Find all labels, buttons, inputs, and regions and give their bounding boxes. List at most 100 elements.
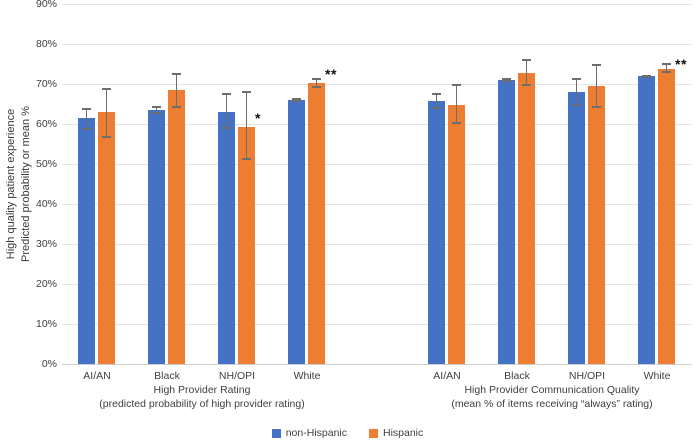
- error-bar-line: [595, 63, 597, 108]
- legend-label: non-Hispanic: [285, 427, 347, 439]
- y-tick-label: 90%: [35, 0, 57, 10]
- category-cell: AI/AN: [412, 4, 482, 382]
- legend-label: Hispanic: [383, 427, 424, 439]
- category-cell: White: [622, 4, 692, 382]
- bar-non-hispanic: [78, 118, 95, 364]
- bar-hispanic: [308, 82, 325, 364]
- bar-hispanic: [518, 72, 535, 364]
- bar-non-hispanic: [568, 92, 585, 364]
- gridline: [62, 84, 692, 85]
- error-bar: [312, 78, 321, 88]
- category-group: AI/AN Black NH/OPI White High Provider Commu…: [412, 4, 692, 410]
- bar-hispanic: [168, 90, 185, 364]
- bar-non-hispanic: [148, 109, 165, 364]
- error-bar: [172, 72, 181, 109]
- error-bar-line: [575, 78, 577, 107]
- plot-area: AI/AN Black NH/OPI White High Provider Ratin…: [62, 4, 692, 410]
- error-bar-line: [505, 77, 507, 82]
- gridline: [62, 4, 692, 5]
- significance-marker: **: [675, 56, 687, 72]
- error-bar: [502, 77, 511, 83]
- y-axis: 0% 10% 20% 30% 40% 50% 60% 70% 80% 90%: [0, 0, 57, 370]
- group-label: High Provider Rating: [153, 384, 251, 396]
- error-bar-line: [665, 62, 667, 73]
- category-label: Black: [154, 370, 180, 382]
- error-bar: [82, 108, 91, 130]
- gridline: [62, 324, 692, 325]
- group-label: High Provider Communication Quality: [464, 384, 640, 396]
- legend: non-Hispanic Hispanic: [0, 427, 695, 439]
- bar-hispanic: [98, 112, 115, 364]
- error-bar: [572, 78, 581, 107]
- gridline: [62, 164, 692, 165]
- category-cell: Black: [482, 4, 552, 382]
- bar-hispanic: [448, 104, 465, 364]
- gridline: [62, 44, 692, 45]
- error-bar-line: [525, 58, 527, 87]
- gridline: [62, 284, 692, 285]
- error-bar-line: [455, 84, 457, 124]
- category-cell: Black: [132, 4, 202, 382]
- error-bar-line: [85, 108, 87, 130]
- y-tick-label: 20%: [35, 278, 57, 290]
- category-label: Black: [504, 370, 530, 382]
- error-bar-line: [225, 92, 227, 129]
- y-tick-label: 0%: [41, 358, 57, 370]
- category-group: AI/AN Black NH/OPI White High Provider Ratin…: [62, 4, 342, 410]
- error-bar: [102, 88, 111, 138]
- y-tick-label: 10%: [35, 318, 57, 330]
- y-tick-label: 50%: [35, 158, 57, 170]
- category-label: AI/AN: [433, 370, 461, 382]
- significance-marker: *: [255, 110, 261, 126]
- category-cell: NH/OPI: [552, 4, 622, 382]
- category-cell: NH/OPI: [202, 4, 272, 382]
- bar-non-hispanic: [428, 100, 445, 364]
- legend-swatch-icon: [369, 428, 378, 438]
- gridline: [62, 204, 692, 205]
- error-bar: [522, 58, 531, 87]
- bar-non-hispanic: [638, 76, 655, 364]
- error-bar-line: [175, 72, 177, 108]
- error-bar-line: [105, 88, 107, 138]
- gridline: [62, 244, 692, 245]
- gridline: [62, 124, 692, 125]
- category-label: White: [293, 370, 321, 382]
- bar-non-hispanic: [288, 100, 305, 364]
- error-bar-line: [155, 106, 157, 114]
- error-bar-line: [295, 98, 297, 102]
- bar-hispanic: [238, 126, 255, 364]
- category-cell: White: [272, 4, 342, 382]
- category-label: NH/OPI: [218, 370, 256, 382]
- y-tick-label: 40%: [35, 198, 57, 210]
- y-tick-label: 30%: [35, 238, 57, 250]
- legend-item-hispanic: Hispanic: [369, 427, 423, 439]
- bar-hispanic: [588, 86, 605, 364]
- category-label: NH/OPI: [568, 370, 606, 382]
- error-bar: [642, 74, 651, 79]
- y-tick-label: 80%: [35, 38, 57, 50]
- error-bar: [432, 92, 441, 109]
- error-bar: [222, 92, 231, 129]
- y-tick-label: 60%: [35, 118, 57, 130]
- category-cell: AI/AN: [62, 4, 132, 382]
- bar-non-hispanic: [498, 80, 515, 364]
- error-bar-line: [245, 90, 247, 160]
- significance-marker: **: [325, 66, 337, 82]
- bar-non-hispanic: [218, 112, 235, 364]
- category-label: White: [643, 370, 671, 382]
- error-bar: [662, 62, 671, 73]
- category-label: AI/AN: [83, 370, 111, 382]
- group-sublabel: (predicted probability of high provider …: [99, 398, 305, 410]
- bar-hispanic: [658, 68, 675, 364]
- error-bar-line: [315, 78, 317, 88]
- legend-item-non-hispanic: non-Hispanic: [271, 427, 347, 439]
- error-bar-line: [435, 92, 437, 109]
- error-bar: [292, 98, 301, 102]
- error-bar: [452, 84, 461, 124]
- error-bar: [592, 63, 601, 109]
- group-sublabel: (mean % of items receiving “always” rati…: [451, 398, 653, 410]
- error-bar-line: [645, 74, 647, 78]
- legend-swatch-icon: [271, 428, 281, 438]
- error-bar: [242, 90, 251, 161]
